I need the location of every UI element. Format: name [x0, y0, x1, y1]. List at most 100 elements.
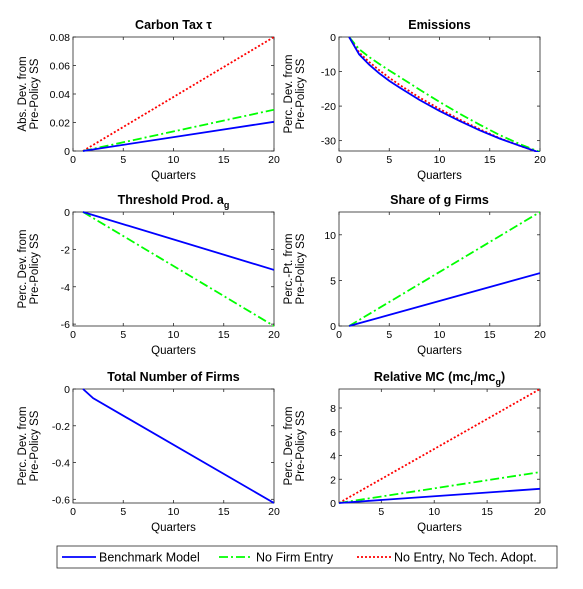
y-tick-label: 4: [330, 451, 336, 463]
x-tick-label: 10: [168, 154, 180, 166]
y-tick-label: -0.6: [52, 494, 70, 506]
y-tick-label: -30: [321, 136, 336, 148]
x-axis-label: Quarters: [151, 522, 196, 534]
x-tick-label: 10: [428, 506, 440, 518]
x-tick-label: 0: [336, 154, 342, 166]
x-tick-label: 20: [268, 329, 280, 341]
y-tick-label: 2: [330, 474, 336, 486]
x-tick-label: 0: [336, 329, 342, 341]
y-tick-label: 0.08: [50, 32, 71, 44]
x-tick-label: 15: [481, 506, 493, 518]
x-tick-label: 15: [484, 154, 496, 166]
x-tick-label: 5: [378, 506, 384, 518]
x-tick-label: 15: [218, 329, 230, 341]
y-tick-label: 5: [330, 275, 336, 287]
y-tick-label: -6: [61, 319, 70, 331]
y-axis-label-line1: Perc. Dev. from: [17, 406, 29, 485]
legend: Benchmark Model No Firm Entry No Entry, No…: [56, 545, 558, 569]
x-tick-label: 0: [70, 154, 76, 166]
series-line-benchmark-model: [82, 211, 274, 271]
y-tick-label: 6: [330, 427, 336, 439]
panel-title: Carbon Tax τ: [135, 18, 212, 32]
y-axis-label-line2: Pre-Policy SS: [29, 410, 41, 481]
legend-label-no-entry-no-tech-adopt: No Entry, No Tech. Adopt.: [394, 551, 537, 565]
x-axis-label: Quarters: [417, 345, 462, 357]
y-axis-label-line1: Abs. Dev. from: [17, 56, 29, 131]
x-axis-label: Quarters: [151, 345, 196, 357]
x-tick-label: 5: [386, 329, 392, 341]
series-line-no-entry-no-tech-adopt: [339, 388, 540, 504]
series-line-no-entry-no-tech-adopt: [348, 36, 540, 152]
x-tick-label: 20: [534, 506, 546, 518]
y-tick-label: -0.2: [52, 421, 70, 433]
y-tick-label: 0: [64, 384, 70, 396]
y-axis-label-line2: Pre-Policy SS: [295, 233, 307, 304]
x-tick-label: 5: [386, 154, 392, 166]
series-line-benchmark-model: [348, 36, 540, 152]
series-line-benchmark-model: [348, 272, 540, 327]
legend-label-no-firm-entry: No Firm Entry: [256, 551, 334, 565]
y-axis-label-line2: Pre-Policy SS: [295, 410, 307, 481]
x-tick-label: 20: [268, 506, 280, 518]
x-axis-label: Quarters: [417, 522, 462, 534]
x-tick-label: 0: [70, 329, 76, 341]
y-axis-label-line2: Pre-Policy SS: [29, 58, 41, 129]
x-tick-label: 10: [434, 329, 446, 341]
y-tick-label: 0.06: [50, 61, 71, 73]
x-tick-label: 0: [70, 506, 76, 518]
x-tick-label: 15: [484, 329, 496, 341]
x-tick-label: 20: [268, 154, 280, 166]
panel-relative-mc-mc: Relative MC (mcr/mcg) 5 10 15 20 0 2 4 6 8 Quarter…: [283, 370, 546, 534]
y-tick-label: 0.02: [50, 118, 71, 130]
y-tick-label: -10: [321, 67, 336, 79]
y-axis-label-line2: Pre-Policy SS: [29, 233, 41, 304]
y-axis-label-line1: Perc.-Pt. from: [283, 234, 295, 305]
y-tick-label: -0.4: [52, 458, 70, 470]
x-tick-label: 20: [534, 154, 546, 166]
series-line-benchmark-model: [82, 120, 274, 152]
panel-title: Threshold Prod. ag: [118, 193, 230, 210]
y-tick-label: 0.04: [50, 89, 71, 101]
x-tick-label: 15: [218, 154, 230, 166]
y-tick-label: 10: [324, 230, 336, 242]
series-line-no-firm-entry: [348, 211, 540, 327]
y-tick-label: -20: [321, 101, 336, 113]
plot-area: [338, 388, 541, 504]
x-tick-label: 20: [534, 329, 546, 341]
y-tick-label: 0: [330, 498, 336, 510]
series-line-no-firm-entry: [339, 471, 540, 504]
series-line-no-firm-entry: [82, 108, 274, 152]
panel-total-number-of-firms: Total Number of Firms 0 5 10 15 20 -0.6 -0.4 -0.…: [17, 370, 280, 534]
y-tick-label: 8: [330, 403, 336, 415]
y-axis-label-line1: Perc. Dev. from: [17, 229, 29, 308]
x-axis-label: Quarters: [417, 170, 462, 182]
series-line-no-firm-entry: [348, 36, 540, 152]
y-tick-label: -4: [61, 282, 70, 294]
panel-title: Share of g Firms: [390, 193, 489, 207]
panel-carbon-tax: Carbon Tax τ 0 5 10 15 20 0 0.02 0.04 0.06 0.08 Qua…: [17, 18, 280, 182]
series-line-no-firm-entry: [82, 211, 274, 327]
x-tick-label: 10: [168, 329, 180, 341]
x-tick-label: 10: [168, 506, 180, 518]
panel-emissions: Emissions 0 5 10 15 20 -30 -20 -10 0 Quarters Perc.…: [283, 18, 546, 182]
y-axis-label-line1: Perc. Dev. from: [283, 54, 295, 133]
y-tick-label: -2: [61, 244, 70, 256]
x-tick-label: 5: [120, 506, 126, 518]
plot-area: [338, 36, 541, 152]
x-tick-label: 5: [120, 154, 126, 166]
panel-title: Total Number of Firms: [107, 370, 239, 384]
y-tick-label: 0: [330, 321, 336, 333]
y-tick-label: 0: [330, 32, 336, 44]
y-axis-label-line2: Pre-Policy SS: [295, 58, 307, 129]
series-line-benchmark-model: [339, 487, 540, 504]
y-tick-label: 0: [64, 146, 70, 158]
series-line-benchmark-model: [82, 388, 274, 504]
x-axis-label: Quarters: [151, 170, 196, 182]
panel-share-of-g-firms: Share of g Firms 0 5 10 15 20 0 5 10 Quarters Perc…: [283, 193, 546, 357]
legend-box: [56, 545, 558, 569]
plot-area: [72, 36, 275, 152]
legend-label-benchmark-model: Benchmark Model: [99, 551, 200, 565]
y-axis-label-line1: Perc. Dev. from: [283, 406, 295, 485]
x-tick-label: 10: [434, 154, 446, 166]
